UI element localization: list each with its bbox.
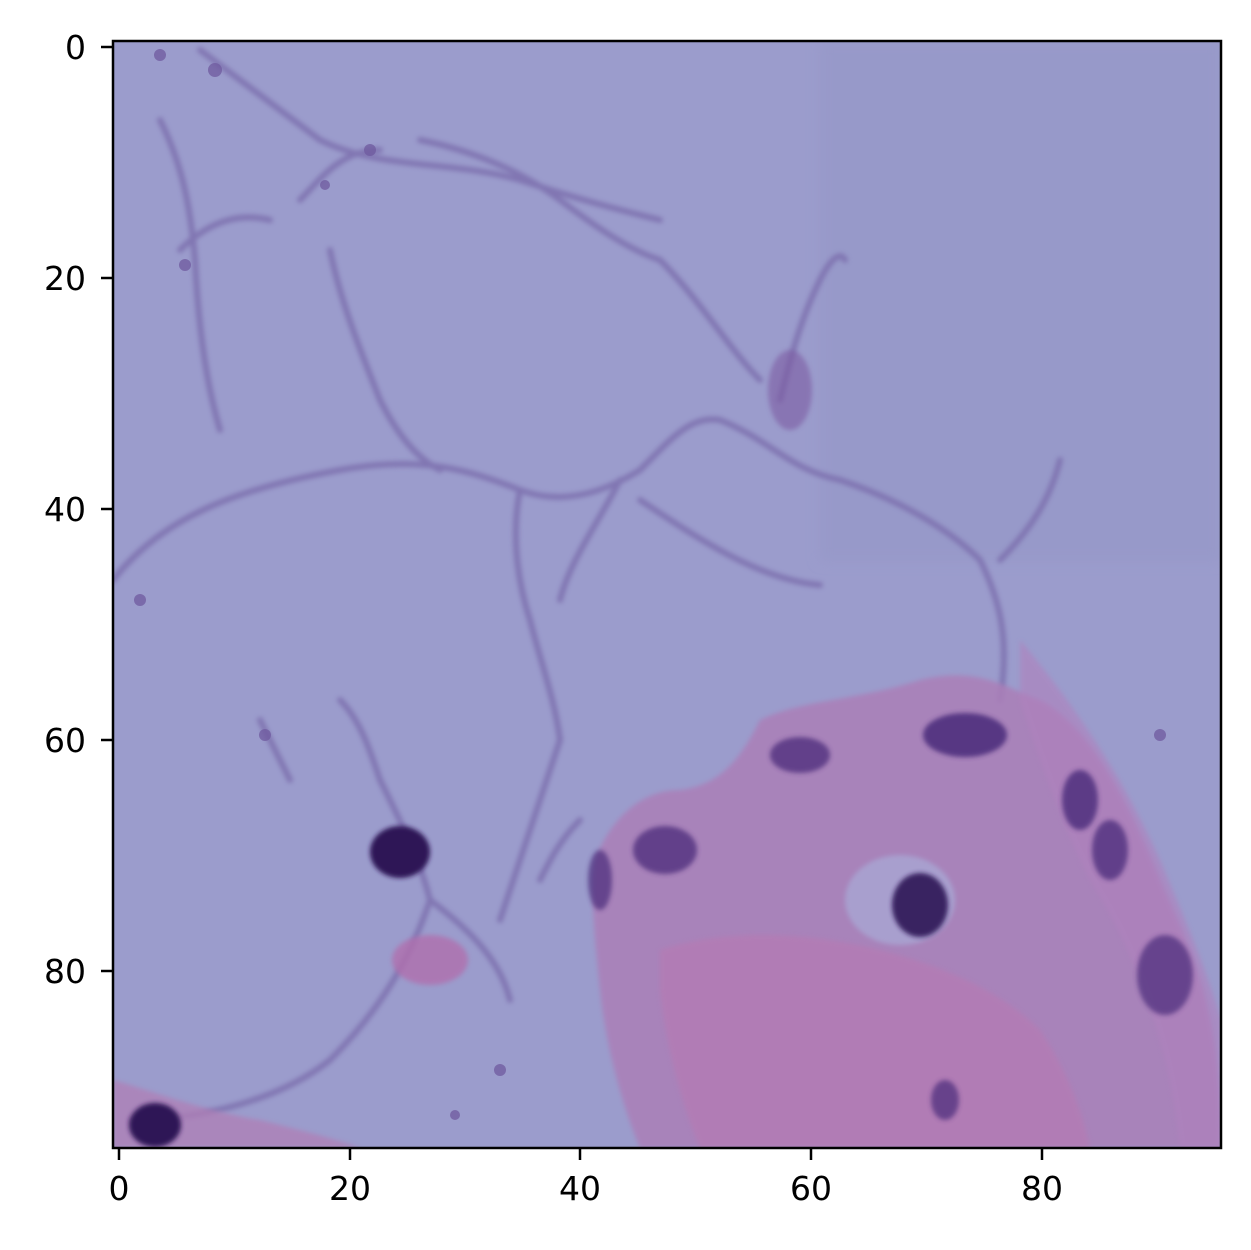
x-axis: 0 20 40 60 80 xyxy=(109,1148,1063,1208)
y-tick-label: 40 xyxy=(44,490,86,529)
x-tick-label: 60 xyxy=(790,1169,832,1208)
nucleus xyxy=(768,350,812,430)
nucleus xyxy=(1062,770,1098,830)
y-tick-label: 80 xyxy=(44,952,86,991)
x-tick-label: 20 xyxy=(329,1169,371,1208)
nucleus xyxy=(1092,820,1128,880)
nucleus xyxy=(588,850,612,910)
axes-frame xyxy=(111,39,1223,1150)
x-tick-label: 40 xyxy=(559,1169,601,1208)
speckle-dots xyxy=(134,49,1166,1120)
nucleus xyxy=(770,737,830,773)
y-tick-label: 20 xyxy=(44,259,86,298)
y-tick-label: 0 xyxy=(65,28,86,67)
x-tick-label: 0 xyxy=(109,1169,130,1208)
y-axis: 0 20 40 60 80 xyxy=(44,28,113,991)
nucleus xyxy=(633,826,697,874)
nucleus xyxy=(931,1080,959,1120)
nucleus xyxy=(1137,935,1193,1015)
image-panel xyxy=(113,41,1221,1148)
nuclei xyxy=(129,350,1193,1147)
y-tick-label: 60 xyxy=(44,721,86,760)
nucleus xyxy=(370,826,430,878)
x-tick-label: 80 xyxy=(1021,1169,1063,1208)
nucleus xyxy=(923,713,1007,757)
nucleus xyxy=(129,1103,181,1147)
nucleus xyxy=(892,873,948,937)
